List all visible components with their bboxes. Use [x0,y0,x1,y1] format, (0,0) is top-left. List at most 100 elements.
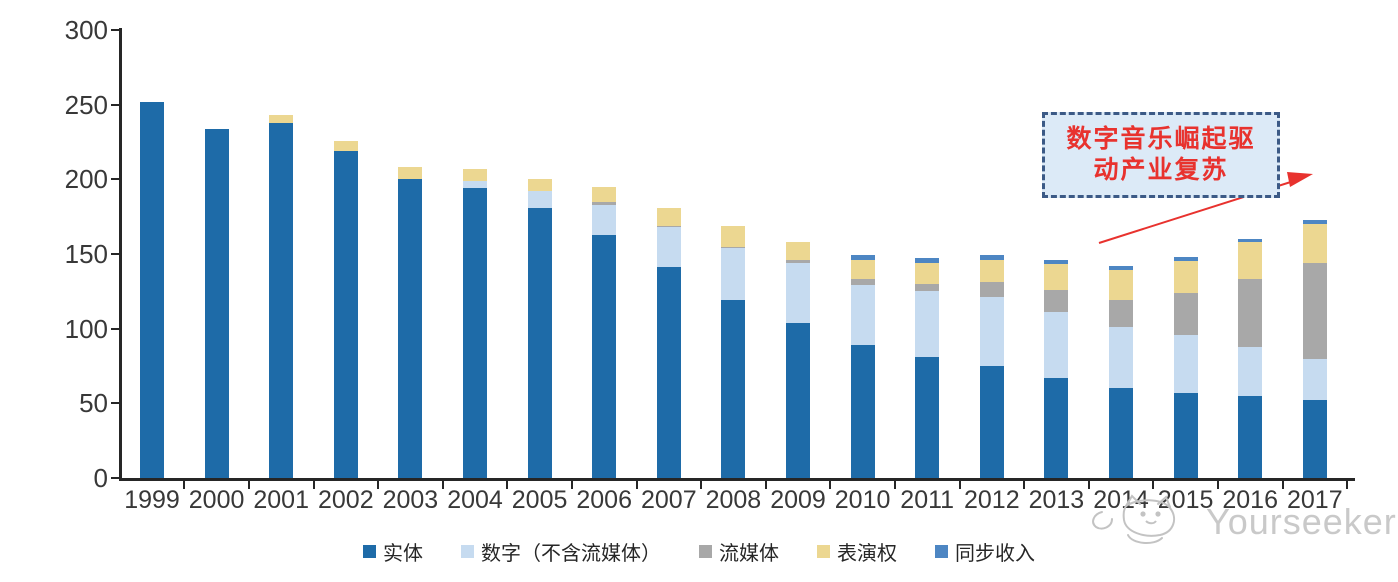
y-axis-line [119,28,122,481]
bar-segment [1238,242,1263,280]
bar-segment [850,255,875,260]
bar-segment [140,101,164,478]
bar-segment [786,242,810,260]
bar-segment [1302,400,1327,478]
y-axis-tick [111,402,120,405]
x-axis-label: 2016 [1222,486,1278,514]
x-axis-label: 2006 [576,486,632,514]
watermark: Yourseeker [1088,494,1397,550]
y-axis-label: 0 [93,463,108,493]
bar-segment [1109,327,1133,389]
bar-segment [1173,334,1198,393]
x-axis-tick [312,481,315,489]
bar-segment [1173,292,1198,335]
bar-segment [1109,388,1133,478]
x-axis-label: 2007 [640,486,697,514]
y-axis-label: 200 [64,164,108,195]
legend-item: 实体 [363,537,423,566]
bar-segment [592,234,617,478]
x-axis-tick [958,481,961,489]
bar-segment [850,279,875,286]
bar-segment [463,188,487,478]
bar-segment [1238,395,1263,478]
x-axis-label: 2005 [511,486,568,514]
bar-segment [850,345,875,478]
bar-segment [527,207,552,478]
bar-segment [850,259,875,280]
legend-swatch [935,545,948,558]
bar-segment [786,262,810,323]
x-axis-tick [764,481,767,489]
x-axis-tick [377,481,380,489]
legend-swatch [363,545,376,558]
legend-item: 同步收入 [935,537,1035,566]
x-axis-label: 2003 [382,486,439,514]
x-axis-label: 2008 [705,486,762,514]
legend: 实体 数字（不含流媒体） 流媒体 表演权 同步收入 [0,537,1398,566]
bar-segment [1044,377,1069,478]
legend-swatch [699,545,712,558]
bar-segment [979,282,1004,298]
y-axis-tick [111,103,120,106]
bar-segment [915,262,940,284]
x-axis-tick [635,481,638,489]
bar-segment [979,297,1004,366]
bar-segment [979,255,1004,260]
bar-segment [527,191,552,208]
bar-segment [398,179,423,478]
bar-segment [398,167,423,180]
y-axis-tick [111,327,120,330]
y-axis-tick [111,477,120,479]
legend-label: 表演权 [837,543,897,565]
bar-segment [721,225,746,247]
x-axis-tick [1152,481,1155,489]
x-axis-tick [506,481,509,489]
bar-segment [592,204,617,235]
x-axis-label: 2004 [447,486,503,514]
bar-segment [1302,219,1327,225]
y-axis-tick [111,29,120,31]
x-axis-label: 2010 [834,486,891,514]
bar-segment [1109,300,1133,328]
annotation-text-line2: 动产业复苏 [1093,156,1229,184]
bar-segment [915,357,940,478]
x-axis-tick [700,481,703,489]
bar-segment [721,300,746,478]
bar-segment [463,168,487,181]
legend-item: 表演权 [817,537,897,566]
annotation-text-line1: 数字音乐崛起驱 [1066,125,1256,153]
bar-segment [850,285,875,346]
x-axis-tick [570,481,573,489]
x-axis-tick [247,481,250,489]
bar-segment [333,150,358,478]
bar-segment [1238,239,1263,243]
bar-segment [656,267,681,478]
bar-segment [1044,259,1069,265]
bar-segment [656,227,681,268]
x-axis-label: 2000 [188,486,245,514]
y-axis-tick [111,253,120,255]
bar-segment [1238,346,1263,396]
legend-label: 实体 [383,543,423,565]
legend-item: 流媒体 [699,537,779,566]
legend-label: 流媒体 [719,543,779,565]
x-axis-label: 2002 [317,486,374,514]
bar-segment [915,258,940,263]
y-axis-label: 50 [79,388,108,419]
legend-swatch [461,545,474,558]
legend-item: 数字（不含流媒体） [461,537,661,566]
x-axis-tick [1087,481,1090,489]
watermark-text: Yourseeker [1206,501,1397,542]
bar-segment [721,246,746,249]
bar-segment [463,180,487,189]
bar-segment [656,207,681,226]
y-axis-label: 150 [64,239,108,269]
y-axis-label: 250 [64,89,108,120]
x-axis-tick [183,481,186,489]
bar-segment [915,283,940,292]
bar-segment [592,186,617,202]
legend-label: 数字（不含流媒体） [481,543,661,565]
bar-segment [269,115,294,123]
x-axis-label: 1999 [124,486,180,514]
